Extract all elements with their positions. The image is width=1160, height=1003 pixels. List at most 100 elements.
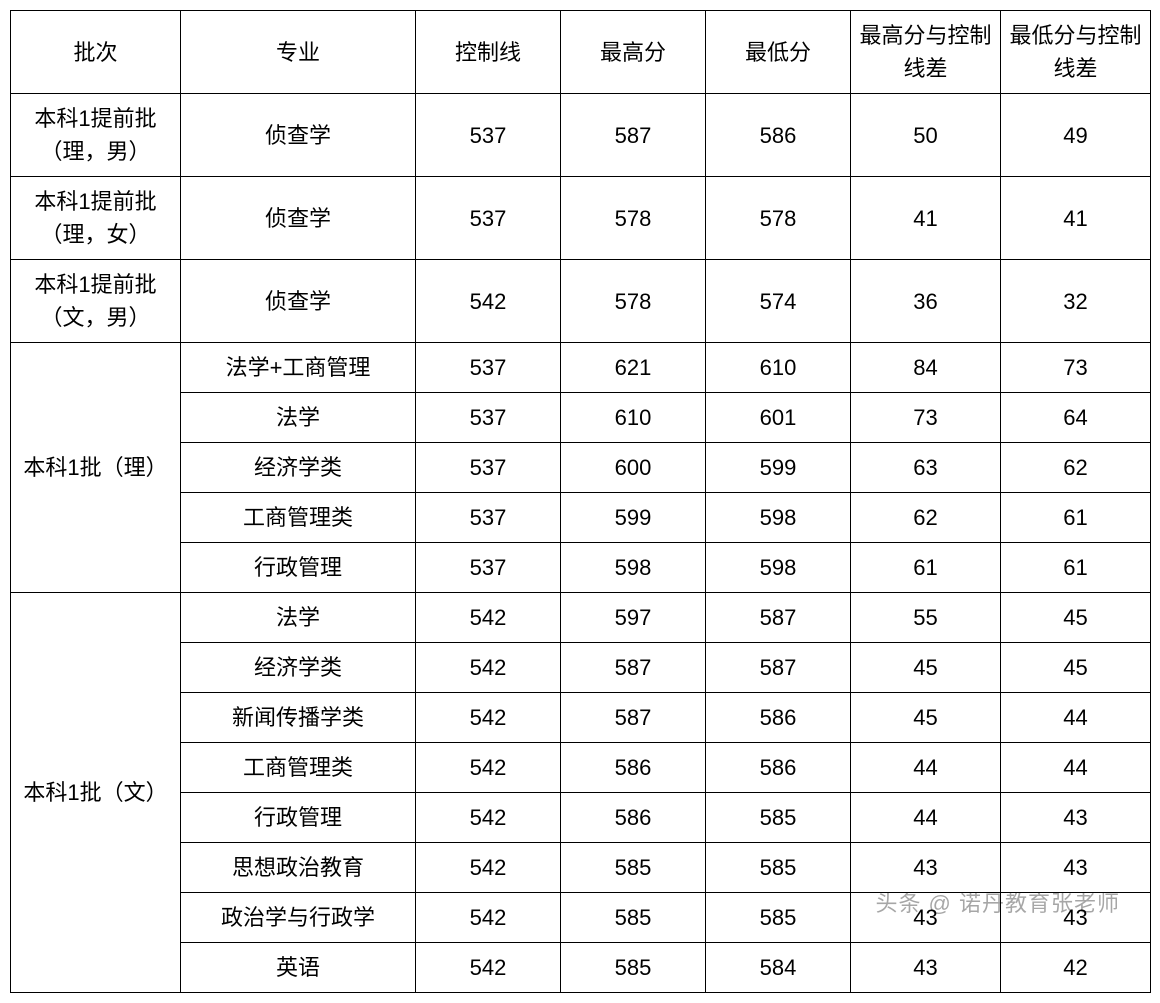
table-row: 本科1提前批（理，女）侦查学5375785784141 <box>11 177 1151 260</box>
col-header: 最低分与控制线差 <box>1001 11 1151 94</box>
dmin-cell: 45 <box>1001 593 1151 643</box>
control-cell: 542 <box>416 943 561 993</box>
col-header: 专业 <box>181 11 416 94</box>
batch-cell: 本科1批（理） <box>11 343 181 593</box>
min-cell: 574 <box>706 260 851 343</box>
batch-cell: 本科1提前批（理，男） <box>11 94 181 177</box>
table-head: 批次专业控制线最高分最低分最高分与控制线差最低分与控制线差 <box>11 11 1151 94</box>
major-cell: 侦查学 <box>181 177 416 260</box>
col-header: 最高分与控制线差 <box>851 11 1001 94</box>
control-cell: 542 <box>416 593 561 643</box>
max-cell: 585 <box>561 943 706 993</box>
dmin-cell: 44 <box>1001 743 1151 793</box>
dmin-cell: 43 <box>1001 893 1151 943</box>
table-row: 行政管理5425865854443 <box>11 793 1151 843</box>
major-cell: 侦查学 <box>181 260 416 343</box>
major-cell: 新闻传播学类 <box>181 693 416 743</box>
max-cell: 578 <box>561 260 706 343</box>
min-cell: 585 <box>706 893 851 943</box>
control-cell: 537 <box>416 493 561 543</box>
dmax-cell: 43 <box>851 843 1001 893</box>
dmin-cell: 42 <box>1001 943 1151 993</box>
dmax-cell: 84 <box>851 343 1001 393</box>
max-cell: 587 <box>561 693 706 743</box>
max-cell: 586 <box>561 743 706 793</box>
dmax-cell: 50 <box>851 94 1001 177</box>
max-cell: 585 <box>561 893 706 943</box>
table-row: 工商管理类5425865864444 <box>11 743 1151 793</box>
table-row: 本科1提前批（理，男）侦查学5375875865049 <box>11 94 1151 177</box>
dmax-cell: 41 <box>851 177 1001 260</box>
dmax-cell: 62 <box>851 493 1001 543</box>
major-cell: 行政管理 <box>181 543 416 593</box>
min-cell: 587 <box>706 643 851 693</box>
min-cell: 610 <box>706 343 851 393</box>
min-cell: 601 <box>706 393 851 443</box>
table-row: 经济学类5376005996362 <box>11 443 1151 493</box>
table-row: 工商管理类5375995986261 <box>11 493 1151 543</box>
dmin-cell: 61 <box>1001 493 1151 543</box>
min-cell: 587 <box>706 593 851 643</box>
max-cell: 610 <box>561 393 706 443</box>
dmin-cell: 49 <box>1001 94 1151 177</box>
dmax-cell: 43 <box>851 893 1001 943</box>
table-row: 思想政治教育5425855854343 <box>11 843 1151 893</box>
min-cell: 586 <box>706 94 851 177</box>
table-row: 经济学类5425875874545 <box>11 643 1151 693</box>
table-body: 本科1提前批（理，男）侦查学5375875865049本科1提前批（理，女）侦查… <box>11 94 1151 993</box>
control-cell: 542 <box>416 893 561 943</box>
dmin-cell: 43 <box>1001 843 1151 893</box>
admissions-table: 批次专业控制线最高分最低分最高分与控制线差最低分与控制线差 本科1提前批（理，男… <box>10 10 1151 993</box>
col-header: 最低分 <box>706 11 851 94</box>
major-cell: 侦查学 <box>181 94 416 177</box>
dmin-cell: 43 <box>1001 793 1151 843</box>
col-header: 控制线 <box>416 11 561 94</box>
min-cell: 585 <box>706 843 851 893</box>
max-cell: 621 <box>561 343 706 393</box>
col-header: 最高分 <box>561 11 706 94</box>
table-row: 英语5425855844342 <box>11 943 1151 993</box>
major-cell: 工商管理类 <box>181 743 416 793</box>
min-cell: 585 <box>706 793 851 843</box>
major-cell: 法学 <box>181 593 416 643</box>
batch-cell: 本科1提前批（理，女） <box>11 177 181 260</box>
min-cell: 584 <box>706 943 851 993</box>
dmin-cell: 41 <box>1001 177 1151 260</box>
min-cell: 599 <box>706 443 851 493</box>
control-cell: 542 <box>416 743 561 793</box>
dmax-cell: 44 <box>851 743 1001 793</box>
dmax-cell: 55 <box>851 593 1001 643</box>
major-cell: 政治学与行政学 <box>181 893 416 943</box>
dmax-cell: 45 <box>851 693 1001 743</box>
max-cell: 578 <box>561 177 706 260</box>
dmin-cell: 62 <box>1001 443 1151 493</box>
min-cell: 598 <box>706 493 851 543</box>
col-header: 批次 <box>11 11 181 94</box>
dmax-cell: 73 <box>851 393 1001 443</box>
table-row: 本科1提前批（文，男）侦查学5425785743632 <box>11 260 1151 343</box>
max-cell: 598 <box>561 543 706 593</box>
major-cell: 行政管理 <box>181 793 416 843</box>
max-cell: 587 <box>561 94 706 177</box>
control-cell: 537 <box>416 543 561 593</box>
control-cell: 537 <box>416 443 561 493</box>
dmax-cell: 63 <box>851 443 1001 493</box>
header-row: 批次专业控制线最高分最低分最高分与控制线差最低分与控制线差 <box>11 11 1151 94</box>
table-row: 行政管理5375985986161 <box>11 543 1151 593</box>
table-row: 本科1批（理）法学+工商管理5376216108473 <box>11 343 1151 393</box>
dmax-cell: 43 <box>851 943 1001 993</box>
control-cell: 537 <box>416 94 561 177</box>
table-row: 新闻传播学类5425875864544 <box>11 693 1151 743</box>
control-cell: 542 <box>416 693 561 743</box>
control-cell: 542 <box>416 843 561 893</box>
table-row: 政治学与行政学5425855854343 <box>11 893 1151 943</box>
dmax-cell: 36 <box>851 260 1001 343</box>
major-cell: 经济学类 <box>181 443 416 493</box>
dmin-cell: 45 <box>1001 643 1151 693</box>
major-cell: 法学+工商管理 <box>181 343 416 393</box>
min-cell: 586 <box>706 743 851 793</box>
control-cell: 537 <box>416 177 561 260</box>
dmin-cell: 73 <box>1001 343 1151 393</box>
max-cell: 586 <box>561 793 706 843</box>
dmin-cell: 61 <box>1001 543 1151 593</box>
